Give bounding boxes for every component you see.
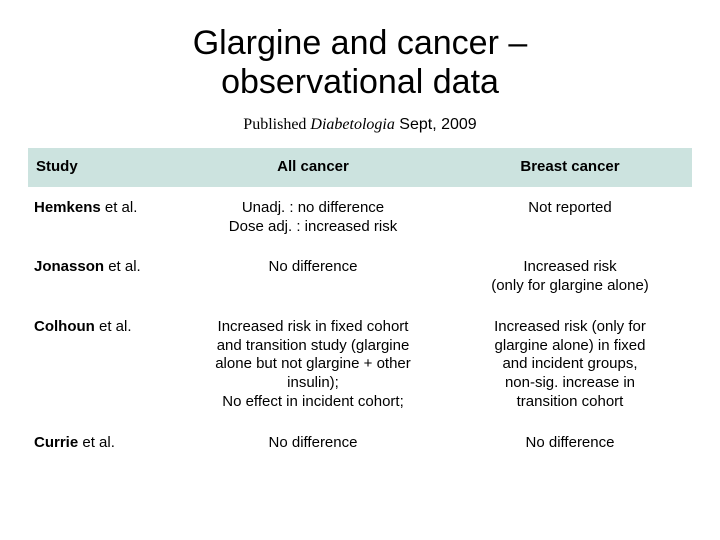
- breast-cell: Increased risk (only for glargine alone)…: [448, 307, 692, 423]
- table-row: Currie et al. No difference No differenc…: [28, 423, 692, 464]
- col-header-study: Study: [28, 148, 178, 188]
- cell-line: and incident groups,: [502, 355, 637, 372]
- study-cell: Hemkens et al.: [28, 188, 178, 248]
- author-suffix: et al.: [104, 258, 141, 275]
- cell-line: alone but not glargine + other: [215, 355, 411, 372]
- cell-line: (only for glargine alone): [491, 277, 649, 294]
- author-name: Jonasson: [34, 258, 104, 275]
- cell-line: Increased risk: [523, 258, 616, 275]
- author-suffix: et al.: [101, 199, 138, 216]
- cell-line: No effect in incident cohort;: [222, 393, 404, 410]
- study-cell: Currie et al.: [28, 423, 178, 464]
- author-name: Hemkens: [34, 199, 101, 216]
- author-suffix: et al.: [78, 434, 115, 451]
- col-header-breast: Breast cancer: [448, 148, 692, 188]
- breast-cell: No difference: [448, 423, 692, 464]
- allcancer-cell: No difference: [178, 247, 448, 307]
- table-row: Colhoun et al. Increased risk in fixed c…: [28, 307, 692, 423]
- table-row: Hemkens et al. Unadj. : no difference Do…: [28, 188, 692, 248]
- author-name: Colhoun: [34, 318, 95, 335]
- cell-line: Increased risk in fixed cohort: [218, 318, 409, 335]
- author-suffix: et al.: [95, 318, 132, 335]
- cell-line: glargine alone) in fixed: [495, 337, 646, 354]
- data-table: Study All cancer Breast cancer Hemkens e…: [28, 148, 692, 464]
- cell-line: non-sig. increase in: [505, 374, 635, 391]
- author-name: Currie: [34, 434, 78, 451]
- title-line-2: observational data: [221, 63, 499, 101]
- subtitle-date: Sept, 2009: [395, 116, 477, 133]
- allcancer-cell: Increased risk in fixed cohort and trans…: [178, 307, 448, 423]
- breast-cell: Not reported: [448, 188, 692, 248]
- slide: Glargine and cancer – observational data…: [0, 0, 720, 540]
- breast-cell: Increased risk (only for glargine alone): [448, 247, 692, 307]
- cell-line: insulin);: [287, 374, 339, 391]
- page-title: Glargine and cancer – observational data: [28, 24, 692, 102]
- table-row: Jonasson et al. No difference Increased …: [28, 247, 692, 307]
- cell-line: and transition study (glargine: [217, 337, 410, 354]
- subtitle: Published Diabetologia Sept, 2009: [28, 116, 692, 134]
- title-line-1: Glargine and cancer –: [193, 24, 528, 62]
- subtitle-published: Published: [243, 116, 310, 133]
- cell-line: Dose adj. : increased risk: [229, 218, 397, 235]
- allcancer-cell: No difference: [178, 423, 448, 464]
- cell-line: transition cohort: [517, 393, 624, 410]
- cell-line: Unadj. : no difference: [242, 199, 384, 216]
- subtitle-journal: Diabetologia: [310, 116, 394, 133]
- allcancer-cell: Unadj. : no difference Dose adj. : incre…: [178, 188, 448, 248]
- cell-line: Increased risk (only for: [494, 318, 646, 335]
- col-header-allcancer: All cancer: [178, 148, 448, 188]
- study-cell: Jonasson et al.: [28, 247, 178, 307]
- table-header-row: Study All cancer Breast cancer: [28, 148, 692, 188]
- study-cell: Colhoun et al.: [28, 307, 178, 423]
